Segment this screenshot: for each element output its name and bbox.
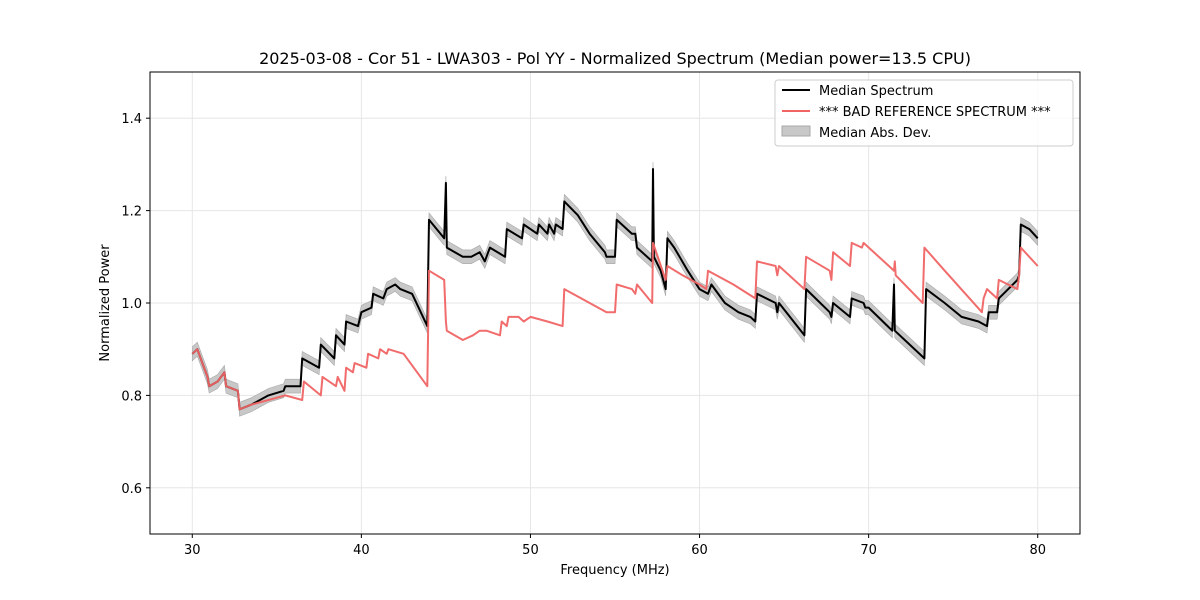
legend-mad-label: Median Abs. Dev. <box>819 126 931 141</box>
legend: Median Spectrum *** BAD REFERENCE SPECTR… <box>774 79 1074 147</box>
x-tick-label: 30 <box>184 543 201 558</box>
plot-area <box>191 162 1039 417</box>
bad-reference-spectrum-line <box>191 241 1039 411</box>
median-spectrum-line <box>191 168 1039 411</box>
x-tick-label: 70 <box>860 543 877 558</box>
x-axis-label: Frequency (MHz) <box>560 563 669 578</box>
legend-bad-reference-label: *** BAD REFERENCE SPECTRUM *** <box>819 105 1051 120</box>
y-tick-label: 1.4 <box>121 112 142 127</box>
y-axis-label: Normalized Power <box>98 244 113 362</box>
x-tick-label: 80 <box>1029 543 1046 558</box>
x-tick-label: 50 <box>522 543 539 558</box>
legend-median-label: Median Spectrum <box>819 84 933 99</box>
y-tick-label: 1.2 <box>121 205 142 220</box>
y-tick-label: 0.6 <box>121 482 142 497</box>
y-tick-label: 1.0 <box>121 297 142 312</box>
y-tick-label: 0.8 <box>121 389 142 404</box>
x-tick-label: 40 <box>353 543 370 558</box>
x-tick-label: 60 <box>691 543 708 558</box>
legend-box <box>774 79 1074 147</box>
chart-title: 2025-03-08 - Cor 51 - LWA303 - Pol YY - … <box>259 49 971 68</box>
ticks: 30 40 50 60 70 80 0.6 0.8 1.0 1.2 1.4 <box>121 112 1046 558</box>
median-abs-dev-band <box>192 162 1038 417</box>
legend-mad-swatch <box>781 125 811 137</box>
